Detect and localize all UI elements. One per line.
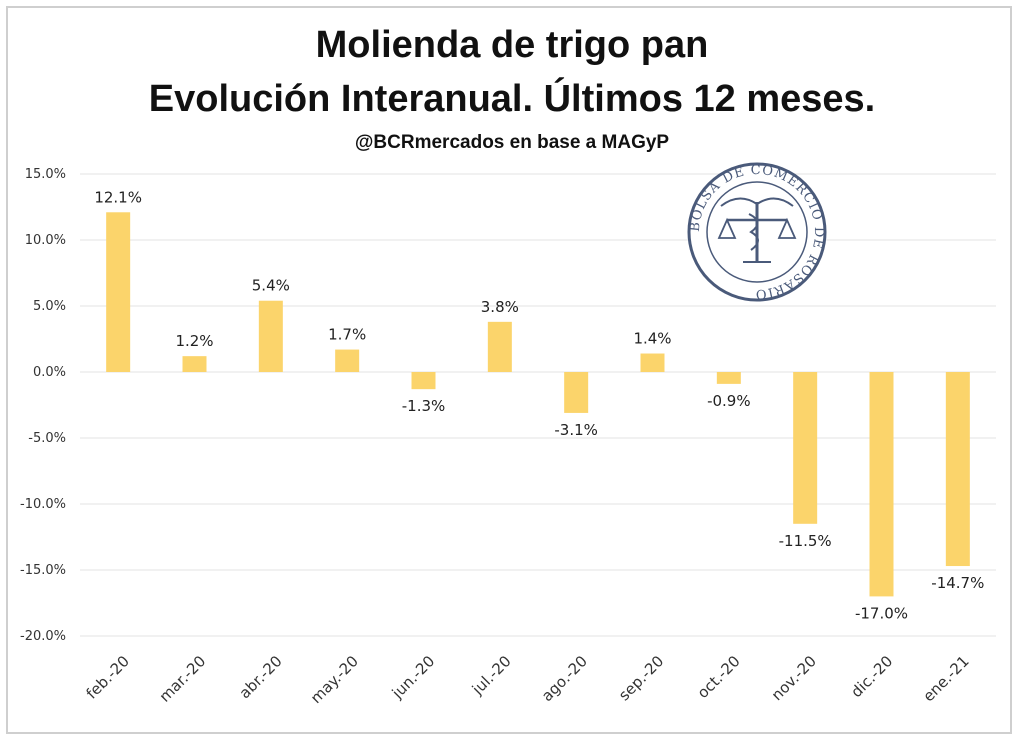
data-label: 12.1% <box>94 188 142 206</box>
bar <box>182 356 207 372</box>
y-tick-label: 0.0% <box>33 365 66 380</box>
data-label: -0.9% <box>707 392 751 410</box>
data-label: 1.7% <box>328 326 366 344</box>
y-tick-label: -15.0% <box>20 563 66 578</box>
y-axis-ticks: 15.0% 10.0% 5.0% 0.0% -5.0% -10.0% -15.0% -20.0… <box>20 167 66 644</box>
data-label: -14.7% <box>931 574 984 592</box>
data-label: -3.1% <box>554 421 598 439</box>
y-tick-label: -10.0% <box>20 497 66 512</box>
x-tick-label: oct.-20 <box>694 652 744 702</box>
data-label: -1.3% <box>402 397 446 415</box>
y-tick-label: 10.0% <box>25 233 66 248</box>
bar <box>335 349 360 372</box>
data-label: -17.0% <box>855 604 908 622</box>
y-tick-label: 5.0% <box>33 299 66 314</box>
bars <box>106 212 970 597</box>
bolsa-de-comercio-seal-icon: BOLSA DE COMERCIO DE ROSARIO <box>687 162 827 302</box>
x-tick-label: ene.-21 <box>919 652 972 705</box>
data-label: 3.8% <box>481 298 519 316</box>
y-tick-label: -5.0% <box>28 431 66 446</box>
x-tick-label: sep.-20 <box>615 652 667 704</box>
bar <box>869 372 894 597</box>
bar <box>487 321 512 372</box>
data-label: 5.4% <box>252 277 290 295</box>
x-tick-label: mar.-20 <box>156 652 210 706</box>
x-tick-label: dic.-20 <box>847 652 896 701</box>
bar <box>945 372 970 567</box>
x-tick-label: nov.-20 <box>768 652 820 704</box>
chart-subtitle: Evolución Interanual. Últimos 12 meses. <box>148 78 876 120</box>
y-tick-label: -20.0% <box>20 629 66 644</box>
bar <box>564 372 589 413</box>
x-tick-label: may.-20 <box>307 652 362 707</box>
x-tick-label: ago.-20 <box>538 652 591 705</box>
bar <box>793 372 818 524</box>
data-labels: 12.1% 1.2% 5.4% 1.7% -1.3% 3.8% -3.1% 1.4% -0.9%… <box>94 188 984 622</box>
x-axis-ticks: feb.-20 mar.-20 abr.-20 may.-20 jun.-20 jul.-… <box>83 652 973 707</box>
y-tick-label: 15.0% <box>25 167 66 182</box>
x-tick-label: feb.-20 <box>83 652 133 702</box>
gridlines <box>80 173 996 637</box>
x-tick-label: abr.-20 <box>236 652 286 702</box>
chart-source: @BCRmercados en base a MAGyP <box>354 132 670 153</box>
bar <box>411 372 436 390</box>
x-tick-label: jul.-20 <box>468 652 515 699</box>
x-tick-label: jun.-20 <box>388 652 439 703</box>
bar <box>258 300 283 372</box>
data-label: -11.5% <box>779 532 832 550</box>
bar <box>106 212 131 372</box>
chart-title: Molienda de trigo pan <box>315 24 709 66</box>
bar <box>640 353 665 372</box>
bar <box>716 372 741 384</box>
data-label: 1.2% <box>175 332 213 350</box>
data-label: 1.4% <box>633 330 671 348</box>
